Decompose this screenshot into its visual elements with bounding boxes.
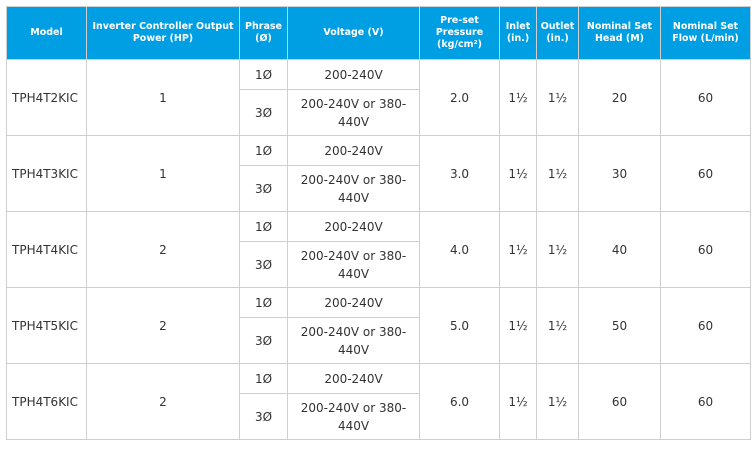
inlet-cell: 1½ <box>499 287 537 364</box>
header-inlet: Inlet (in.) <box>499 6 537 60</box>
flow-cell: 60 <box>660 363 751 440</box>
table-row: TPH4T6KIC 2 1Ø 200-240V 6.0 1½ 1½ 60 60 <box>6 363 751 440</box>
voltage-single-cell: 200-240V <box>287 363 420 394</box>
head-cell: 50 <box>578 287 661 364</box>
voltage-single-cell: 200-240V <box>287 59 420 90</box>
header-flow: Nominal Set Flow (L/min) <box>660 6 751 60</box>
header-head: Nominal Set Head (M) <box>578 6 661 60</box>
spec-table: Model Inverter Controller Output Power (… <box>6 6 751 440</box>
pressure-cell: 6.0 <box>419 363 500 440</box>
header-outlet: Outlet (in.) <box>536 6 579 60</box>
phase-three-cell: 3Ø <box>239 165 288 212</box>
header-voltage: Voltage (V) <box>287 6 420 60</box>
outlet-cell: 1½ <box>536 363 579 440</box>
phase-single-cell: 1Ø <box>239 211 288 242</box>
phase-three-cell: 3Ø <box>239 89 288 136</box>
header-power: Inverter Controller Output Power (HP) <box>86 6 240 60</box>
head-cell: 30 <box>578 135 661 212</box>
phase-single-cell: 1Ø <box>239 363 288 394</box>
power-cell: 1 <box>86 59 240 136</box>
inlet-cell: 1½ <box>499 211 537 288</box>
header-pressure: Pre-set Pressure (kg/cm²) <box>419 6 500 60</box>
table-row: TPH4T5KIC 2 1Ø 200-240V 5.0 1½ 1½ 50 60 <box>6 287 751 364</box>
voltage-three-cell: 200-240V or 380-440V <box>287 317 420 364</box>
model-cell: TPH4T5KIC <box>6 287 87 364</box>
inlet-cell: 1½ <box>499 59 537 136</box>
table-row: TPH4T3KIC 1 1Ø 200-240V 3.0 1½ 1½ 30 60 <box>6 135 751 212</box>
table-row: TPH4T4KIC 2 1Ø 200-240V 4.0 1½ 1½ 40 60 <box>6 211 751 288</box>
pressure-cell: 2.0 <box>419 59 500 136</box>
table-header: Model Inverter Controller Output Power (… <box>6 6 751 60</box>
table-row: 3Ø 200-240V or 380-440V <box>7 89 751 136</box>
outlet-cell: 1½ <box>536 211 579 288</box>
inlet-cell: 1½ <box>499 135 537 212</box>
model-cell: TPH4T4KIC <box>6 211 87 288</box>
header-model: Model <box>6 6 87 60</box>
voltage-three-cell: 200-240V or 380-440V <box>287 89 420 136</box>
outlet-cell: 1½ <box>536 287 579 364</box>
flow-cell: 60 <box>660 59 751 136</box>
phase-single-cell: 1Ø <box>239 135 288 166</box>
power-cell: 2 <box>86 363 240 440</box>
head-cell: 20 <box>578 59 661 136</box>
voltage-three-cell: 200-240V or 380-440V <box>287 393 420 440</box>
power-cell: 2 <box>86 211 240 288</box>
pressure-cell: 3.0 <box>419 135 500 212</box>
phase-three-cell: 3Ø <box>239 317 288 364</box>
table-row: 3Ø 200-240V or 380-440V <box>7 241 751 288</box>
power-cell: 1 <box>86 135 240 212</box>
flow-cell: 60 <box>660 211 751 288</box>
table-row: TPH4T2KIC 1 1Ø 200-240V 2.0 1½ 1½ 20 60 <box>6 59 751 136</box>
pressure-cell: 4.0 <box>419 211 500 288</box>
flow-cell: 60 <box>660 287 751 364</box>
voltage-single-cell: 200-240V <box>287 287 420 318</box>
table-row: 3Ø 200-240V or 380-440V <box>7 165 751 212</box>
head-cell: 60 <box>578 363 661 440</box>
pressure-cell: 5.0 <box>419 287 500 364</box>
voltage-three-cell: 200-240V or 380-440V <box>287 241 420 288</box>
phase-three-cell: 3Ø <box>239 393 288 440</box>
phase-single-cell: 1Ø <box>239 287 288 318</box>
voltage-single-cell: 200-240V <box>287 211 420 242</box>
head-cell: 40 <box>578 211 661 288</box>
table-row: 3Ø 200-240V or 380-440V <box>7 317 751 364</box>
phase-three-cell: 3Ø <box>239 241 288 288</box>
outlet-cell: 1½ <box>536 135 579 212</box>
inlet-cell: 1½ <box>499 363 537 440</box>
header-phrase: Phrase (Ø) <box>239 6 288 60</box>
power-cell: 2 <box>86 287 240 364</box>
model-cell: TPH4T2KIC <box>6 59 87 136</box>
table-row: 3Ø 200-240V or 380-440V <box>7 393 751 440</box>
flow-cell: 60 <box>660 135 751 212</box>
voltage-single-cell: 200-240V <box>287 135 420 166</box>
model-cell: TPH4T6KIC <box>6 363 87 440</box>
phase-single-cell: 1Ø <box>239 59 288 90</box>
outlet-cell: 1½ <box>536 59 579 136</box>
model-cell: TPH4T3KIC <box>6 135 87 212</box>
voltage-three-cell: 200-240V or 380-440V <box>287 165 420 212</box>
table-body: TPH4T2KIC 1 1Ø 200-240V 2.0 1½ 1½ 20 60 3Ø 200-240… <box>6 59 751 440</box>
